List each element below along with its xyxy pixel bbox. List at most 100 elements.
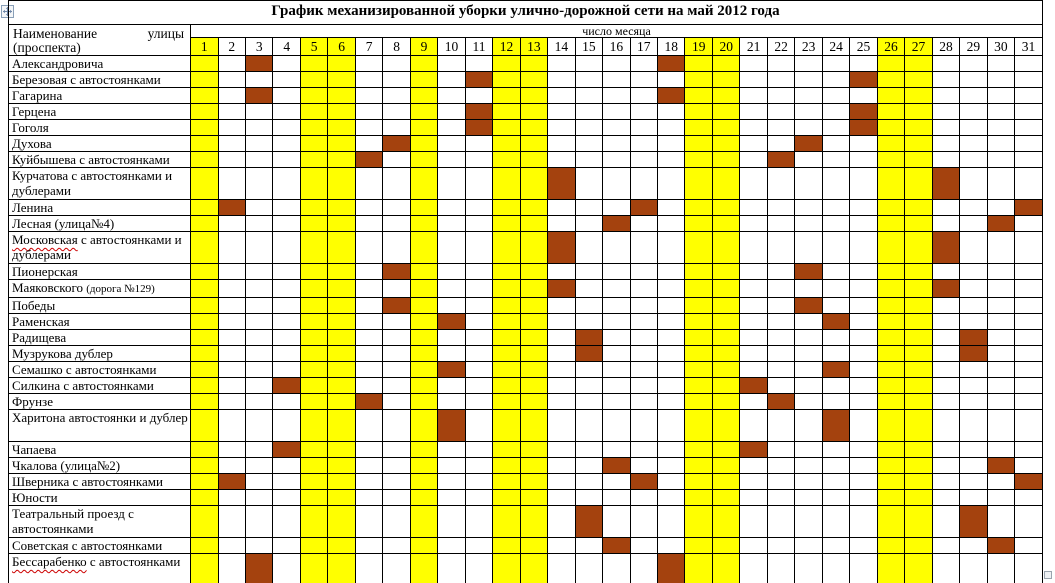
- schedule-cell[interactable]: [354, 377, 384, 394]
- schedule-cell[interactable]: [299, 489, 329, 506]
- schedule-cell[interactable]: [821, 505, 851, 538]
- schedule-cell[interactable]: [876, 215, 906, 232]
- schedule-cell[interactable]: [382, 377, 411, 394]
- schedule-cell[interactable]: [959, 279, 988, 298]
- schedule-cell[interactable]: [244, 313, 274, 330]
- schedule-cell[interactable]: [711, 553, 741, 583]
- schedule-cell[interactable]: [217, 151, 246, 168]
- schedule-cell[interactable]: [299, 441, 329, 458]
- schedule-cell[interactable]: [492, 215, 521, 232]
- schedule-cell[interactable]: [629, 135, 659, 152]
- schedule-cell[interactable]: [711, 215, 741, 232]
- schedule-cell[interactable]: [1014, 505, 1043, 538]
- schedule-cell[interactable]: [602, 505, 631, 538]
- schedule-cell[interactable]: [272, 409, 301, 442]
- schedule-cell[interactable]: [437, 441, 466, 458]
- schedule-cell[interactable]: [986, 263, 1016, 280]
- cleaning-mark-cell[interactable]: [931, 167, 961, 200]
- day-header-20[interactable]: 20: [711, 37, 741, 56]
- schedule-cell[interactable]: [684, 151, 713, 168]
- schedule-cell[interactable]: [959, 87, 988, 104]
- schedule-cell[interactable]: [876, 119, 906, 136]
- schedule-cell[interactable]: [492, 297, 521, 314]
- schedule-cell[interactable]: [299, 279, 329, 298]
- day-header-8[interactable]: 8: [382, 37, 411, 56]
- schedule-cell[interactable]: [904, 279, 933, 298]
- schedule-cell[interactable]: [382, 361, 411, 378]
- schedule-cell[interactable]: [931, 537, 961, 554]
- schedule-cell[interactable]: [711, 71, 741, 88]
- schedule-cell[interactable]: [684, 489, 713, 506]
- schedule-cell[interactable]: [931, 345, 961, 362]
- schedule-cell[interactable]: [327, 151, 356, 168]
- schedule-cell[interactable]: [244, 345, 274, 362]
- schedule-cell[interactable]: [382, 393, 411, 410]
- schedule-cell[interactable]: [354, 103, 384, 120]
- schedule-cell[interactable]: [821, 537, 851, 554]
- schedule-cell[interactable]: [272, 329, 301, 346]
- schedule-cell[interactable]: [244, 199, 274, 216]
- schedule-cell[interactable]: [711, 119, 741, 136]
- schedule-cell[interactable]: [574, 263, 604, 280]
- day-header-26[interactable]: 26: [876, 37, 906, 56]
- cleaning-mark-cell[interactable]: [629, 473, 659, 490]
- schedule-cell[interactable]: [327, 361, 356, 378]
- schedule-cell[interactable]: [574, 231, 604, 264]
- schedule-cell[interactable]: [931, 87, 961, 104]
- schedule-cell[interactable]: [684, 361, 713, 378]
- schedule-cell[interactable]: [244, 135, 274, 152]
- cleaning-mark-cell[interactable]: [849, 71, 878, 88]
- schedule-cell[interactable]: [629, 377, 659, 394]
- schedule-cell[interactable]: [299, 103, 329, 120]
- schedule-cell[interactable]: [684, 119, 713, 136]
- schedule-cell[interactable]: [464, 505, 494, 538]
- schedule-cell[interactable]: [217, 537, 246, 554]
- schedule-cell[interactable]: [382, 329, 411, 346]
- schedule-cell[interactable]: [354, 489, 384, 506]
- schedule-cell[interactable]: [684, 263, 713, 280]
- schedule-cell[interactable]: [876, 361, 906, 378]
- schedule-cell[interactable]: [821, 329, 851, 346]
- schedule-cell[interactable]: [464, 457, 494, 474]
- schedule-cell[interactable]: [299, 313, 329, 330]
- schedule-cell[interactable]: [299, 151, 329, 168]
- schedule-cell[interactable]: [931, 489, 961, 506]
- schedule-cell[interactable]: [354, 199, 384, 216]
- schedule-cell[interactable]: [190, 441, 219, 458]
- schedule-cell[interactable]: [244, 473, 274, 490]
- schedule-cell[interactable]: [464, 263, 494, 280]
- schedule-cell[interactable]: [766, 409, 796, 442]
- schedule-cell[interactable]: [190, 473, 219, 490]
- schedule-cell[interactable]: [711, 377, 741, 394]
- schedule-cell[interactable]: [959, 135, 988, 152]
- schedule-cell[interactable]: [299, 345, 329, 362]
- schedule-cell[interactable]: [574, 393, 604, 410]
- schedule-cell[interactable]: [629, 231, 659, 264]
- schedule-cell[interactable]: [849, 377, 878, 394]
- schedule-cell[interactable]: [190, 393, 219, 410]
- schedule-cell[interactable]: [409, 279, 439, 298]
- schedule-cell[interactable]: [409, 329, 439, 346]
- schedule-cell[interactable]: [272, 505, 301, 538]
- schedule-cell[interactable]: [904, 473, 933, 490]
- schedule-cell[interactable]: [217, 313, 246, 330]
- schedule-cell[interactable]: [821, 393, 851, 410]
- schedule-cell[interactable]: [437, 297, 466, 314]
- schedule-cell[interactable]: [657, 441, 686, 458]
- schedule-cell[interactable]: [299, 135, 329, 152]
- schedule-cell[interactable]: [299, 329, 329, 346]
- day-header-29[interactable]: 29: [959, 37, 988, 56]
- schedule-cell[interactable]: [602, 103, 631, 120]
- street-name-cell[interactable]: Герцена: [7, 103, 192, 120]
- schedule-cell[interactable]: [574, 103, 604, 120]
- schedule-cell[interactable]: [1014, 119, 1043, 136]
- schedule-cell[interactable]: [382, 71, 411, 88]
- schedule-cell[interactable]: [217, 87, 246, 104]
- schedule-cell[interactable]: [766, 87, 796, 104]
- schedule-cell[interactable]: [409, 553, 439, 583]
- schedule-cell[interactable]: [574, 313, 604, 330]
- schedule-cell[interactable]: [464, 553, 494, 583]
- day-header-11[interactable]: 11: [464, 37, 494, 56]
- schedule-cell[interactable]: [931, 215, 961, 232]
- schedule-cell[interactable]: [876, 313, 906, 330]
